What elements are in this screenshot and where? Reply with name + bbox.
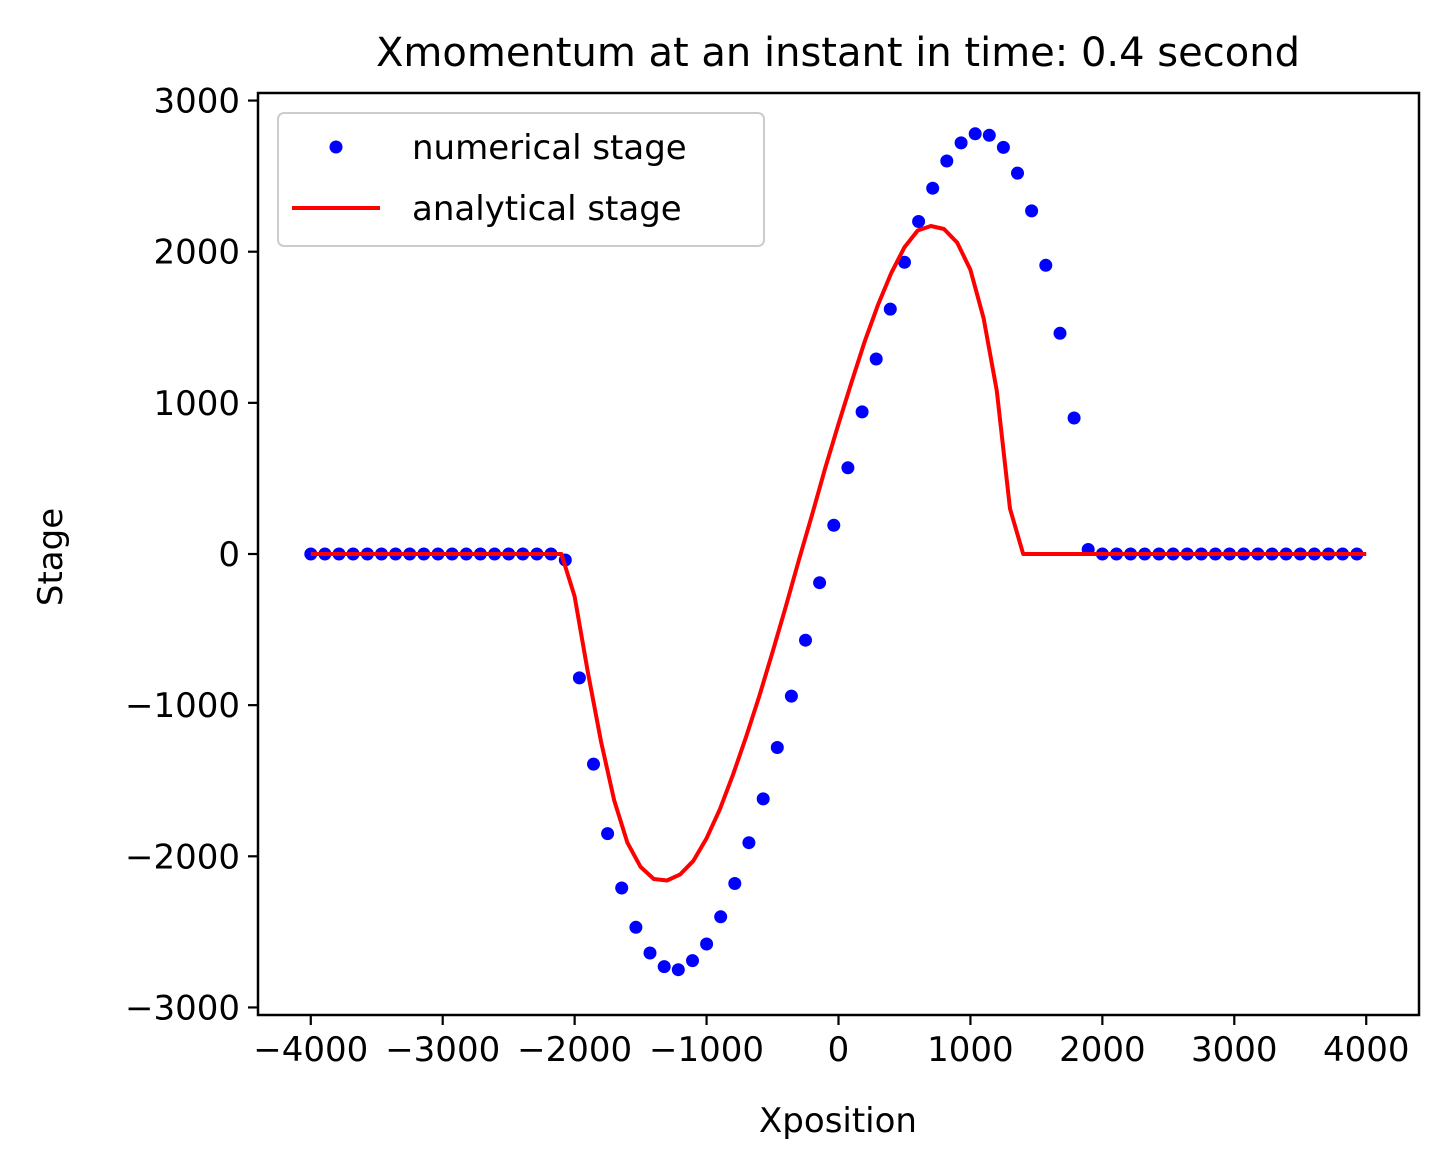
data-point-numerical: [728, 877, 742, 890]
data-point-numerical: [1025, 204, 1039, 218]
legend-label-analytical: analytical stage: [412, 189, 682, 229]
series-line-analytical: [310, 224, 1367, 883]
x-axis-label: Xposition: [759, 1101, 917, 1141]
data-point-numerical: [686, 954, 699, 968]
data-point-numerical: [827, 518, 841, 532]
data-point-numerical: [770, 741, 784, 754]
data-point-numerical: [714, 910, 728, 924]
data-point-numerical: [912, 215, 926, 228]
data-point-numerical: [601, 827, 615, 841]
x-tick-label: 4000: [1323, 1030, 1410, 1070]
chart-title: Xmomentum at an instant in time: 0.4 sec…: [376, 30, 1300, 76]
data-point-numerical: [940, 154, 954, 168]
data-point-numerical: [996, 140, 1010, 154]
plot-area: [304, 127, 1367, 977]
data-point-numerical: [784, 689, 798, 703]
x-tick-label: −1000: [649, 1030, 764, 1070]
data-point-numerical: [615, 881, 629, 895]
legend-frame: [277, 112, 765, 247]
data-point-numerical: [756, 792, 770, 806]
data-point-numerical: [954, 136, 968, 150]
data-point-numerical: [968, 127, 982, 141]
data-point-numerical: [572, 671, 586, 685]
x-tick-label: 2000: [1059, 1030, 1146, 1070]
x-tick-label: 3000: [1191, 1030, 1278, 1070]
data-point-numerical: [1011, 166, 1024, 180]
x-tick-label: 1000: [927, 1030, 1014, 1070]
legend-label-numerical: numerical stage: [412, 128, 687, 168]
y-axis-label: Stage: [31, 508, 71, 606]
data-point-numerical: [1039, 258, 1053, 272]
y-tick-label: 3000: [153, 82, 240, 122]
data-point-numerical: [855, 405, 869, 419]
x-tick-label: 0: [828, 1030, 850, 1070]
y-tick-label: 0: [218, 535, 240, 575]
data-point-numerical: [898, 255, 911, 269]
data-point-numerical: [587, 757, 600, 771]
data-point-numerical: [657, 960, 671, 974]
data-point-numerical: [1053, 326, 1067, 340]
legend-marker-numerical: [329, 140, 343, 154]
legend: numerical stage analytical stage: [277, 112, 765, 247]
y-tick-label: −3000: [125, 988, 240, 1028]
y-tick-label: −1000: [125, 686, 240, 726]
data-point-numerical: [799, 633, 812, 647]
data-point-numerical: [869, 352, 883, 366]
data-point-numerical: [742, 836, 756, 850]
axis-ticks: −4000 −3000 −2000 −1000 0 1000 2000 3000 4000 −30…: [125, 82, 1410, 1070]
data-point-numerical: [643, 946, 657, 960]
y-tick-label: −2000: [125, 837, 240, 877]
data-point-numerical: [841, 461, 855, 475]
data-point-numerical: [700, 937, 714, 951]
x-tick-label: −2000: [517, 1030, 632, 1070]
data-point-numerical: [671, 963, 685, 977]
data-point-numerical: [1067, 411, 1081, 425]
data-point-numerical: [813, 576, 827, 590]
x-tick-label: −4000: [253, 1030, 368, 1070]
x-tick-label: −3000: [385, 1030, 500, 1070]
data-point-numerical: [629, 920, 643, 934]
data-point-numerical: [982, 128, 996, 142]
data-point-numerical: [926, 181, 940, 195]
y-tick-label: 2000: [153, 233, 240, 273]
y-tick-label: 1000: [153, 384, 240, 424]
data-point-numerical: [883, 302, 897, 316]
